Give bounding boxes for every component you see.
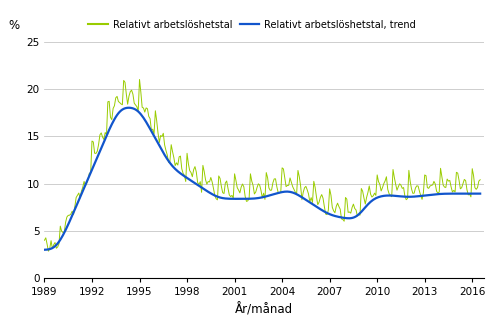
Legend: Relativt arbetslöshetstal, Relativt arbetslöshetstal, trend: Relativt arbetslöshetstal, Relativt arbe… bbox=[84, 16, 420, 34]
X-axis label: År/månad: År/månad bbox=[235, 303, 293, 316]
Y-axis label: %: % bbox=[8, 19, 19, 32]
